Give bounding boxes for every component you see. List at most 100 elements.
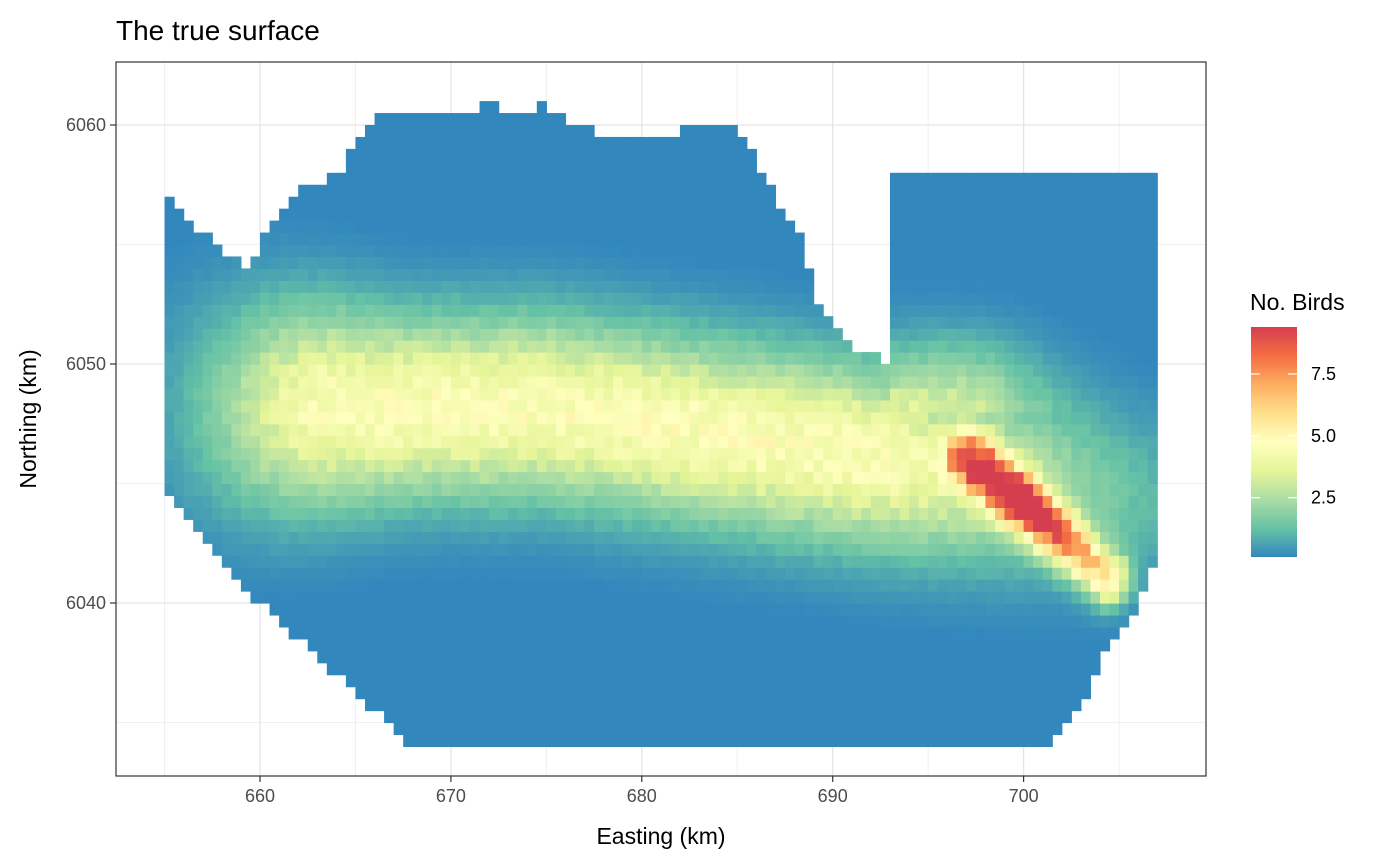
heatmap-cell xyxy=(966,435,977,449)
heatmap-cell xyxy=(823,531,834,544)
heatmap-cell xyxy=(508,519,519,532)
heatmap-cell xyxy=(345,340,357,353)
heatmap-cell xyxy=(937,399,948,413)
heatmap-cell xyxy=(594,519,605,532)
heatmap-cell xyxy=(1109,614,1120,628)
heatmap-cell xyxy=(851,638,862,652)
heatmap-cell xyxy=(679,483,691,497)
heatmap-cell xyxy=(975,543,987,556)
heatmap-cell xyxy=(584,459,595,473)
heatmap-cell xyxy=(1109,579,1120,592)
heatmap-cell xyxy=(918,626,929,640)
heatmap-cell xyxy=(384,686,395,700)
heatmap-cell xyxy=(899,507,910,520)
heatmap-cell xyxy=(527,125,538,138)
heatmap-cell xyxy=(422,734,433,747)
heatmap-cell xyxy=(699,244,710,258)
heatmap-cell xyxy=(365,340,376,353)
heatmap-cell xyxy=(870,686,882,700)
heatmap-cell xyxy=(832,375,843,389)
heatmap-cell xyxy=(975,184,987,198)
heatmap-cell xyxy=(756,495,767,508)
heatmap-cell xyxy=(956,340,967,353)
heatmap-cell xyxy=(775,614,786,628)
heatmap-cell xyxy=(298,184,309,198)
heatmap-cell xyxy=(422,268,433,281)
heatmap-cell xyxy=(479,519,490,532)
heatmap-cell xyxy=(784,328,796,341)
heatmap-cell xyxy=(326,364,337,377)
heatmap-cell xyxy=(412,328,423,341)
heatmap-cell xyxy=(985,459,996,473)
heatmap-cell xyxy=(298,244,309,258)
heatmap-cell xyxy=(994,232,1006,246)
heatmap-cell xyxy=(775,638,786,652)
heatmap-cell xyxy=(527,471,538,485)
heatmap-cell xyxy=(632,160,643,174)
heatmap-cell xyxy=(202,364,213,377)
heatmap-cell xyxy=(1071,411,1082,425)
heatmap-cell xyxy=(918,614,929,628)
heatmap-cell xyxy=(823,483,834,497)
heatmap-cell xyxy=(174,364,185,377)
heatmap-cell xyxy=(737,686,748,700)
heatmap-cell xyxy=(937,280,948,293)
heatmap-cell xyxy=(794,722,805,736)
heatmap-cell xyxy=(679,256,691,269)
heatmap-cell xyxy=(403,364,414,377)
heatmap-cell xyxy=(288,292,299,305)
heatmap-cell xyxy=(240,304,252,317)
heatmap-cell xyxy=(909,626,920,640)
heatmap-cell xyxy=(689,674,700,688)
heatmap-cell xyxy=(498,232,509,246)
heatmap-cell xyxy=(889,519,901,532)
heatmap-cell xyxy=(1128,423,1139,437)
heatmap-cell xyxy=(489,734,500,747)
heatmap-cell xyxy=(393,674,404,688)
heatmap-cell xyxy=(718,364,729,377)
heatmap-cell xyxy=(1090,543,1101,556)
heatmap-cell xyxy=(746,674,757,688)
heatmap-cell xyxy=(250,435,261,449)
heatmap-cell xyxy=(384,160,395,174)
heatmap-cell xyxy=(479,435,490,449)
heatmap-cell xyxy=(450,483,462,497)
heatmap-cell xyxy=(536,495,547,508)
heatmap-cell xyxy=(527,603,538,616)
heatmap-cell xyxy=(775,244,786,258)
heatmap-cell xyxy=(756,698,767,712)
heatmap-cell xyxy=(994,364,1006,377)
heatmap-cell xyxy=(1042,495,1053,508)
heatmap-cell xyxy=(1090,352,1101,365)
heatmap-cell xyxy=(498,447,509,461)
heatmap-cell xyxy=(317,614,328,628)
heatmap-cell xyxy=(441,591,452,604)
heatmap-cell xyxy=(994,603,1006,616)
heatmap-cell xyxy=(670,435,681,449)
heatmap-cell xyxy=(660,184,672,198)
heatmap-cell xyxy=(212,268,223,281)
heatmap-cell xyxy=(460,734,471,747)
heatmap-cell xyxy=(536,340,547,353)
heatmap-cell xyxy=(317,423,328,437)
heatmap-cell xyxy=(603,280,614,293)
heatmap-cell xyxy=(775,734,786,747)
heatmap-cell xyxy=(679,316,691,329)
heatmap-cell xyxy=(431,638,442,652)
heatmap-cell xyxy=(1071,662,1082,676)
heatmap-cell xyxy=(565,148,576,162)
heatmap-cell xyxy=(384,184,395,198)
heatmap-cell xyxy=(1099,507,1111,520)
heatmap-cell xyxy=(336,447,347,461)
heatmap-cell xyxy=(928,603,939,616)
heatmap-cell xyxy=(422,196,433,210)
heatmap-cell xyxy=(365,686,376,700)
heatmap-cell xyxy=(479,387,490,401)
heatmap-cell xyxy=(699,423,710,437)
heatmap-cell xyxy=(479,459,490,473)
heatmap-cell xyxy=(355,507,366,520)
heatmap-cell xyxy=(164,387,175,401)
heatmap-cell xyxy=(422,507,433,520)
heatmap-cell xyxy=(1023,316,1034,329)
heatmap-cell xyxy=(613,459,624,473)
